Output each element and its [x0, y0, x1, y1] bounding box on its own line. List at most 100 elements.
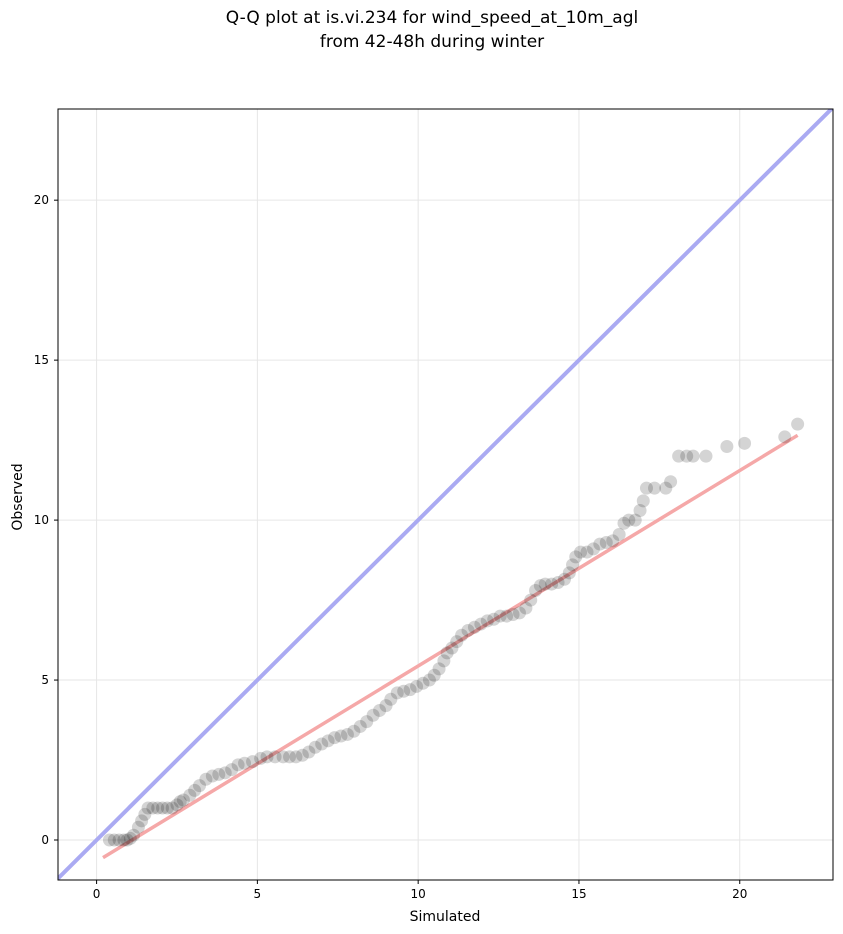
data-point — [340, 727, 354, 741]
data-point — [617, 516, 631, 530]
data-point — [260, 750, 274, 764]
data-point — [141, 801, 155, 815]
data-point — [117, 833, 131, 847]
data-point — [205, 769, 219, 783]
data-point — [268, 750, 282, 764]
data-point — [334, 729, 348, 743]
data-point — [373, 703, 387, 717]
data-point — [302, 745, 316, 759]
data-point — [461, 623, 475, 637]
x-axis-ticks: 0 5 10 15 20 — [93, 880, 747, 901]
data-point — [218, 766, 232, 780]
data-point — [738, 436, 752, 450]
data-point — [686, 449, 700, 463]
data-point — [416, 676, 430, 690]
data-point — [450, 635, 464, 649]
data-point — [612, 527, 626, 541]
data-point — [379, 699, 393, 713]
x-axis-label: Simulated — [410, 909, 481, 925]
data-point — [538, 577, 552, 591]
chart-title-line-2: from 42-48h during winter — [320, 32, 544, 52]
data-point — [112, 833, 126, 847]
data-point — [566, 558, 580, 572]
data-point — [138, 807, 152, 821]
data-point — [524, 593, 538, 607]
data-point — [606, 534, 620, 548]
data-point — [445, 641, 459, 655]
data-point — [455, 628, 469, 642]
data-point — [622, 513, 636, 527]
data-point — [403, 683, 417, 697]
data-point — [135, 814, 149, 828]
data-point — [384, 692, 398, 706]
data-point — [199, 772, 213, 786]
data-point — [238, 756, 252, 770]
x-tick-label: 20 — [732, 887, 747, 901]
x-tick-label: 5 — [254, 887, 262, 901]
data-point — [360, 715, 374, 729]
plot-frame — [57, 108, 834, 881]
data-point — [659, 481, 673, 495]
data-point — [427, 668, 441, 682]
data-point — [347, 724, 361, 738]
data-point — [173, 795, 187, 809]
data-point — [120, 833, 134, 847]
data-point — [315, 737, 329, 751]
data-point — [131, 820, 145, 834]
y-tick-label: 10 — [34, 513, 49, 527]
data-point — [506, 607, 520, 621]
data-point — [699, 449, 713, 463]
data-point — [170, 798, 184, 812]
data-point — [192, 779, 206, 793]
data-point — [123, 831, 137, 845]
data-point — [557, 572, 571, 586]
data-point — [628, 513, 642, 527]
data-point — [545, 577, 559, 591]
data-point — [680, 449, 694, 463]
y-tick-label: 5 — [41, 673, 49, 687]
data-point — [308, 740, 322, 754]
data-point — [474, 617, 488, 631]
data-point — [791, 417, 805, 431]
data-point — [778, 430, 792, 444]
data-point — [551, 575, 565, 589]
data-point — [321, 734, 335, 748]
reference-lines — [58, 109, 833, 880]
data-point — [102, 833, 116, 847]
data-point — [672, 449, 686, 463]
data-point — [569, 550, 583, 564]
data-point — [246, 755, 260, 769]
data-point — [283, 750, 297, 764]
data-point — [225, 763, 239, 777]
data-point — [593, 537, 607, 551]
data-point — [500, 609, 514, 623]
data-point — [633, 503, 647, 517]
y-tick-label: 20 — [34, 193, 49, 207]
data-point — [664, 475, 678, 489]
chart-title-line-1: Q-Q plot at is.vi.234 for wind_speed_at_… — [226, 8, 638, 28]
data-point — [107, 833, 121, 847]
data-point — [487, 612, 501, 626]
data-point — [295, 748, 309, 762]
data-point — [529, 583, 543, 597]
data-point — [639, 481, 653, 495]
data-point — [328, 731, 342, 745]
data-point — [151, 801, 165, 815]
x-tick-label: 15 — [571, 887, 586, 901]
data-point — [212, 767, 226, 781]
data-point — [519, 601, 533, 615]
data-point — [397, 684, 411, 698]
data-point — [276, 750, 290, 764]
data-point — [437, 654, 451, 668]
x-tick-label: 10 — [411, 887, 426, 901]
data-point — [422, 673, 436, 687]
y-tick-label: 15 — [34, 353, 49, 367]
data-point — [440, 646, 454, 660]
data-point — [231, 758, 245, 772]
data-point — [390, 686, 404, 700]
data-point — [289, 750, 303, 764]
fit-line — [102, 433, 799, 860]
data-points — [102, 417, 805, 847]
x-tick-label: 0 — [93, 887, 101, 901]
